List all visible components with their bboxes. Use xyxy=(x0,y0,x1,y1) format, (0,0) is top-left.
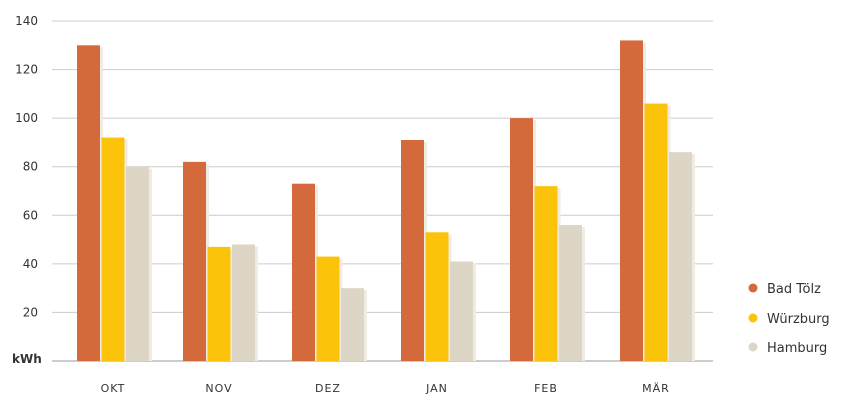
y-tick-label: 40 xyxy=(23,257,38,271)
legend-swatch xyxy=(748,283,758,293)
bar-feb-1 xyxy=(534,186,558,361)
bar-dez-1 xyxy=(316,256,340,361)
x-tick-label: JAN xyxy=(425,382,448,395)
x-axis-labels: OKT NOV DEZ JAN FEB MÄR xyxy=(101,382,670,395)
bar-okt-1 xyxy=(101,137,125,361)
y-axis-ticks: 20 40 60 80 100 120 140 xyxy=(15,14,38,319)
bar-feb-2 xyxy=(559,225,582,361)
bar-jan-2 xyxy=(450,261,473,361)
legend-swatch xyxy=(748,342,758,352)
bar-mär-2 xyxy=(669,152,692,361)
bar-nov-0 xyxy=(183,161,206,361)
x-tick-label: NOV xyxy=(205,382,232,395)
bar-okt-0 xyxy=(77,45,100,362)
x-tick-label: DEZ xyxy=(315,382,341,395)
y-tick-label: 80 xyxy=(23,160,38,174)
y-tick-label: 60 xyxy=(23,208,38,222)
y-tick-label: 20 xyxy=(23,305,38,319)
bar-dez-0 xyxy=(292,183,315,361)
bar-jan-0 xyxy=(401,140,424,361)
bars xyxy=(77,40,695,362)
bar-jan-1 xyxy=(425,232,449,361)
bar-okt-2 xyxy=(126,166,149,361)
y-tick-label: 140 xyxy=(15,14,38,28)
legend-label: Bad Tölz xyxy=(767,282,821,297)
bar-mär-1 xyxy=(644,103,668,362)
y-axis-unit-label: kWh xyxy=(12,352,42,366)
x-tick-label: OKT xyxy=(101,382,126,395)
grid-lines xyxy=(52,20,713,362)
x-tick-label: MÄR xyxy=(642,382,670,395)
legend-label: Hamburg xyxy=(767,341,827,356)
y-tick-label: 120 xyxy=(15,63,38,77)
y-tick-label: 100 xyxy=(15,111,38,125)
legend-label: Würzburg xyxy=(767,312,830,327)
bar-mär-0 xyxy=(620,40,643,362)
legend-swatch xyxy=(748,313,758,323)
bar-nov-1 xyxy=(207,246,231,361)
x-tick-label: FEB xyxy=(534,382,558,395)
legend: Bad Tölz Würzburg Hamburg xyxy=(748,282,830,356)
bar-nov-2 xyxy=(232,244,255,361)
bar-dez-2 xyxy=(341,288,364,361)
bar-feb-0 xyxy=(510,118,533,362)
